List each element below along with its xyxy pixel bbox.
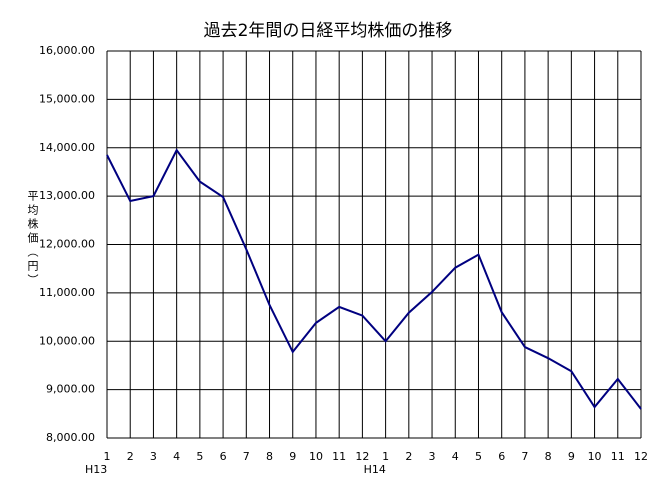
x-tick-label: 7 bbox=[521, 450, 528, 463]
x-tick-label: 10 bbox=[588, 450, 602, 463]
x-tick-label: 7 bbox=[243, 450, 250, 463]
x-tick-label: 11 bbox=[611, 450, 625, 463]
x-tick-label: 1 bbox=[382, 450, 389, 463]
x-tick-label: 5 bbox=[475, 450, 482, 463]
x-tick-label: 11 bbox=[332, 450, 346, 463]
y-tick-label: 14,000.00 bbox=[39, 141, 95, 154]
x-tick-label: 1 bbox=[104, 450, 111, 463]
x-tick-label: 9 bbox=[568, 450, 575, 463]
x-tick-label: 6 bbox=[220, 450, 227, 463]
x-tick-label: 3 bbox=[429, 450, 436, 463]
y-tick-label: 16,000.00 bbox=[39, 44, 95, 57]
x-tick-label: 2 bbox=[127, 450, 134, 463]
x-tick-label: 8 bbox=[545, 450, 552, 463]
x-tick-label: 2 bbox=[405, 450, 412, 463]
y-tick-label: 15,000.00 bbox=[39, 92, 95, 105]
y-tick-label: 12,000.00 bbox=[39, 238, 95, 251]
x-tick-label: 3 bbox=[150, 450, 157, 463]
chart-title: 過去2年間の日経平均株価の推移 bbox=[204, 21, 453, 41]
y-tick-label: 10,000.00 bbox=[39, 334, 95, 347]
x-tick-label: 12 bbox=[355, 450, 369, 463]
y-axis-label: 平均株価（円） bbox=[26, 190, 39, 288]
data-line bbox=[106, 148, 642, 410]
y-tick-label: 13,000.00 bbox=[39, 189, 95, 202]
x-group-label: H13 bbox=[85, 463, 107, 476]
x-tick-label: 6 bbox=[498, 450, 505, 463]
y-tick-label: 8,000.00 bbox=[46, 431, 95, 444]
y-tick-label: 11,000.00 bbox=[39, 286, 95, 299]
x-tick-label: 9 bbox=[289, 450, 296, 463]
x-tick-label: 4 bbox=[173, 450, 180, 463]
x-tick-label: 4 bbox=[452, 450, 459, 463]
x-tick-label: 12 bbox=[634, 450, 648, 463]
x-group-label: H14 bbox=[364, 463, 386, 476]
x-tick-label: 5 bbox=[196, 450, 203, 463]
x-tick-label: 8 bbox=[266, 450, 273, 463]
y-tick-label: 9,000.00 bbox=[46, 383, 95, 396]
x-tick-label: 10 bbox=[309, 450, 323, 463]
